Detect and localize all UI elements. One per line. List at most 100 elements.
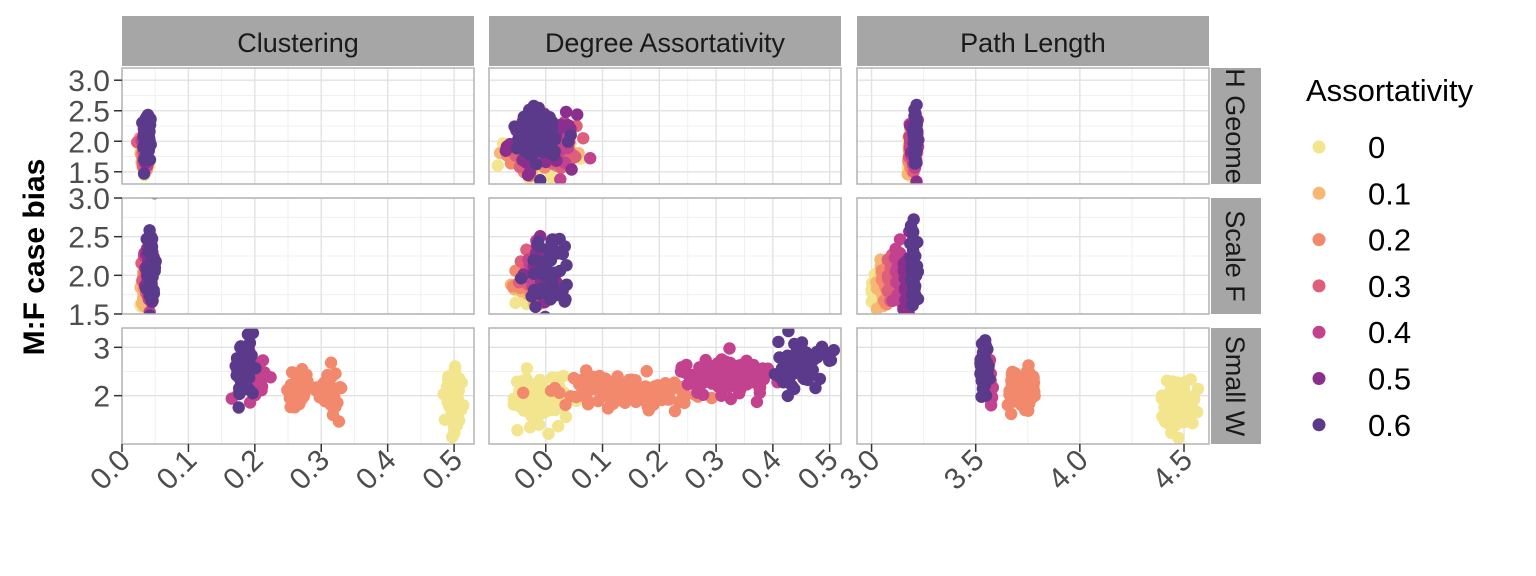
y-axis-title: M:F case bias: [18, 159, 51, 356]
data-point: [886, 294, 899, 307]
data-point: [737, 361, 750, 375]
legend-swatch: [1312, 186, 1326, 200]
data-point: [509, 296, 522, 310]
facet-panels: [121, 67, 1210, 445]
legend-label: 0.1: [1368, 176, 1411, 211]
data-point: [322, 377, 335, 390]
data-point: [640, 365, 653, 378]
data-point: [539, 310, 551, 314]
data-point: [535, 255, 548, 268]
data-point: [907, 213, 920, 226]
facet-panel-r1-c0: [121, 197, 475, 315]
x-tick-label: 0.0: [84, 444, 137, 497]
facet-panel-r2-c1: [488, 327, 842, 445]
points: [491, 99, 597, 184]
data-point: [520, 362, 534, 375]
data-point: [813, 372, 827, 386]
data-point: [1181, 401, 1194, 415]
data-point: [797, 371, 810, 385]
data-point: [552, 420, 565, 433]
data-point: [781, 360, 794, 373]
column-strip-label: Degree Assortativity: [545, 28, 786, 58]
data-point: [534, 377, 547, 390]
row-strip-label: Scale F: [1220, 210, 1250, 302]
data-point: [559, 293, 572, 306]
data-point: [691, 379, 704, 392]
data-point: [772, 335, 785, 349]
x-axes: 0.0 0.1 0.2 0.3 0.4 0.5 0.0 0.1 0.2 0.3 0.4 0.53.0 3…: [84, 444, 1199, 497]
x-tick-label: 4.0: [1042, 444, 1095, 497]
data-point: [1165, 381, 1178, 394]
data-point: [663, 393, 676, 406]
data-point: [559, 105, 573, 119]
data-point: [146, 294, 159, 307]
x-tick-label: 3.0: [834, 444, 887, 497]
points: [974, 334, 1205, 444]
gridlines: [857, 328, 1209, 444]
legend-label: 0.2: [1368, 223, 1411, 258]
data-point: [300, 368, 313, 381]
facet-panel-r1-c2: [856, 197, 1210, 315]
data-point: [909, 146, 923, 160]
data-point: [1191, 382, 1205, 396]
data-point: [532, 240, 545, 253]
y-tick-label: 2: [93, 381, 110, 414]
data-point: [517, 386, 530, 399]
data-point: [243, 371, 256, 385]
data-point: [442, 373, 455, 387]
row-strip-bg-1: [1211, 198, 1261, 314]
data-point: [558, 240, 571, 253]
data-point: [629, 395, 643, 409]
y-tick-label: 2.0: [68, 260, 110, 293]
data-point: [141, 109, 154, 122]
data-point: [450, 396, 463, 409]
legend-label: 0.3: [1368, 269, 1411, 304]
data-point: [977, 370, 990, 383]
data-point: [449, 418, 462, 432]
points: [131, 108, 157, 182]
data-point: [1026, 390, 1040, 404]
data-point: [909, 288, 922, 301]
data-point: [288, 401, 301, 414]
data-point: [236, 343, 250, 356]
points: [225, 328, 470, 444]
data-point: [514, 130, 527, 143]
data-point: [491, 159, 504, 172]
data-point: [567, 371, 580, 385]
y-tick-label: 3: [93, 332, 110, 365]
data-point: [808, 352, 822, 365]
data-point: [324, 356, 338, 369]
legend-swatch: [1312, 140, 1326, 154]
x-tick-label: 0.2: [217, 444, 270, 497]
data-point: [560, 259, 573, 272]
data-point: [538, 315, 550, 327]
x-tick-label: 3.5: [938, 444, 991, 497]
legend-label: 0.5: [1368, 362, 1411, 397]
data-point: [238, 353, 251, 366]
data-point: [140, 140, 153, 153]
facet-panel-r2-c2: [856, 327, 1210, 445]
data-point: [678, 396, 691, 410]
data-point: [534, 174, 547, 184]
data-point: [1027, 370, 1040, 383]
x-tick-label: 0.1: [565, 444, 618, 497]
data-point: [909, 156, 923, 169]
facet-panel-r0-c1: [488, 67, 842, 185]
data-point: [445, 430, 459, 444]
data-point: [571, 108, 584, 121]
data-point: [448, 360, 462, 373]
data-point: [523, 421, 537, 434]
data-point: [1158, 415, 1172, 428]
x-tick-label: 0.4: [350, 444, 403, 497]
data-point: [599, 372, 612, 385]
data-point: [544, 171, 558, 184]
data-point: [976, 351, 989, 364]
row-strip-bg-2: [1211, 328, 1261, 444]
data-point: [548, 381, 562, 395]
legend-swatch: [1312, 325, 1326, 339]
data-point: [697, 388, 710, 401]
data-point: [531, 135, 544, 149]
data-point: [584, 152, 597, 165]
data-point: [513, 400, 526, 413]
